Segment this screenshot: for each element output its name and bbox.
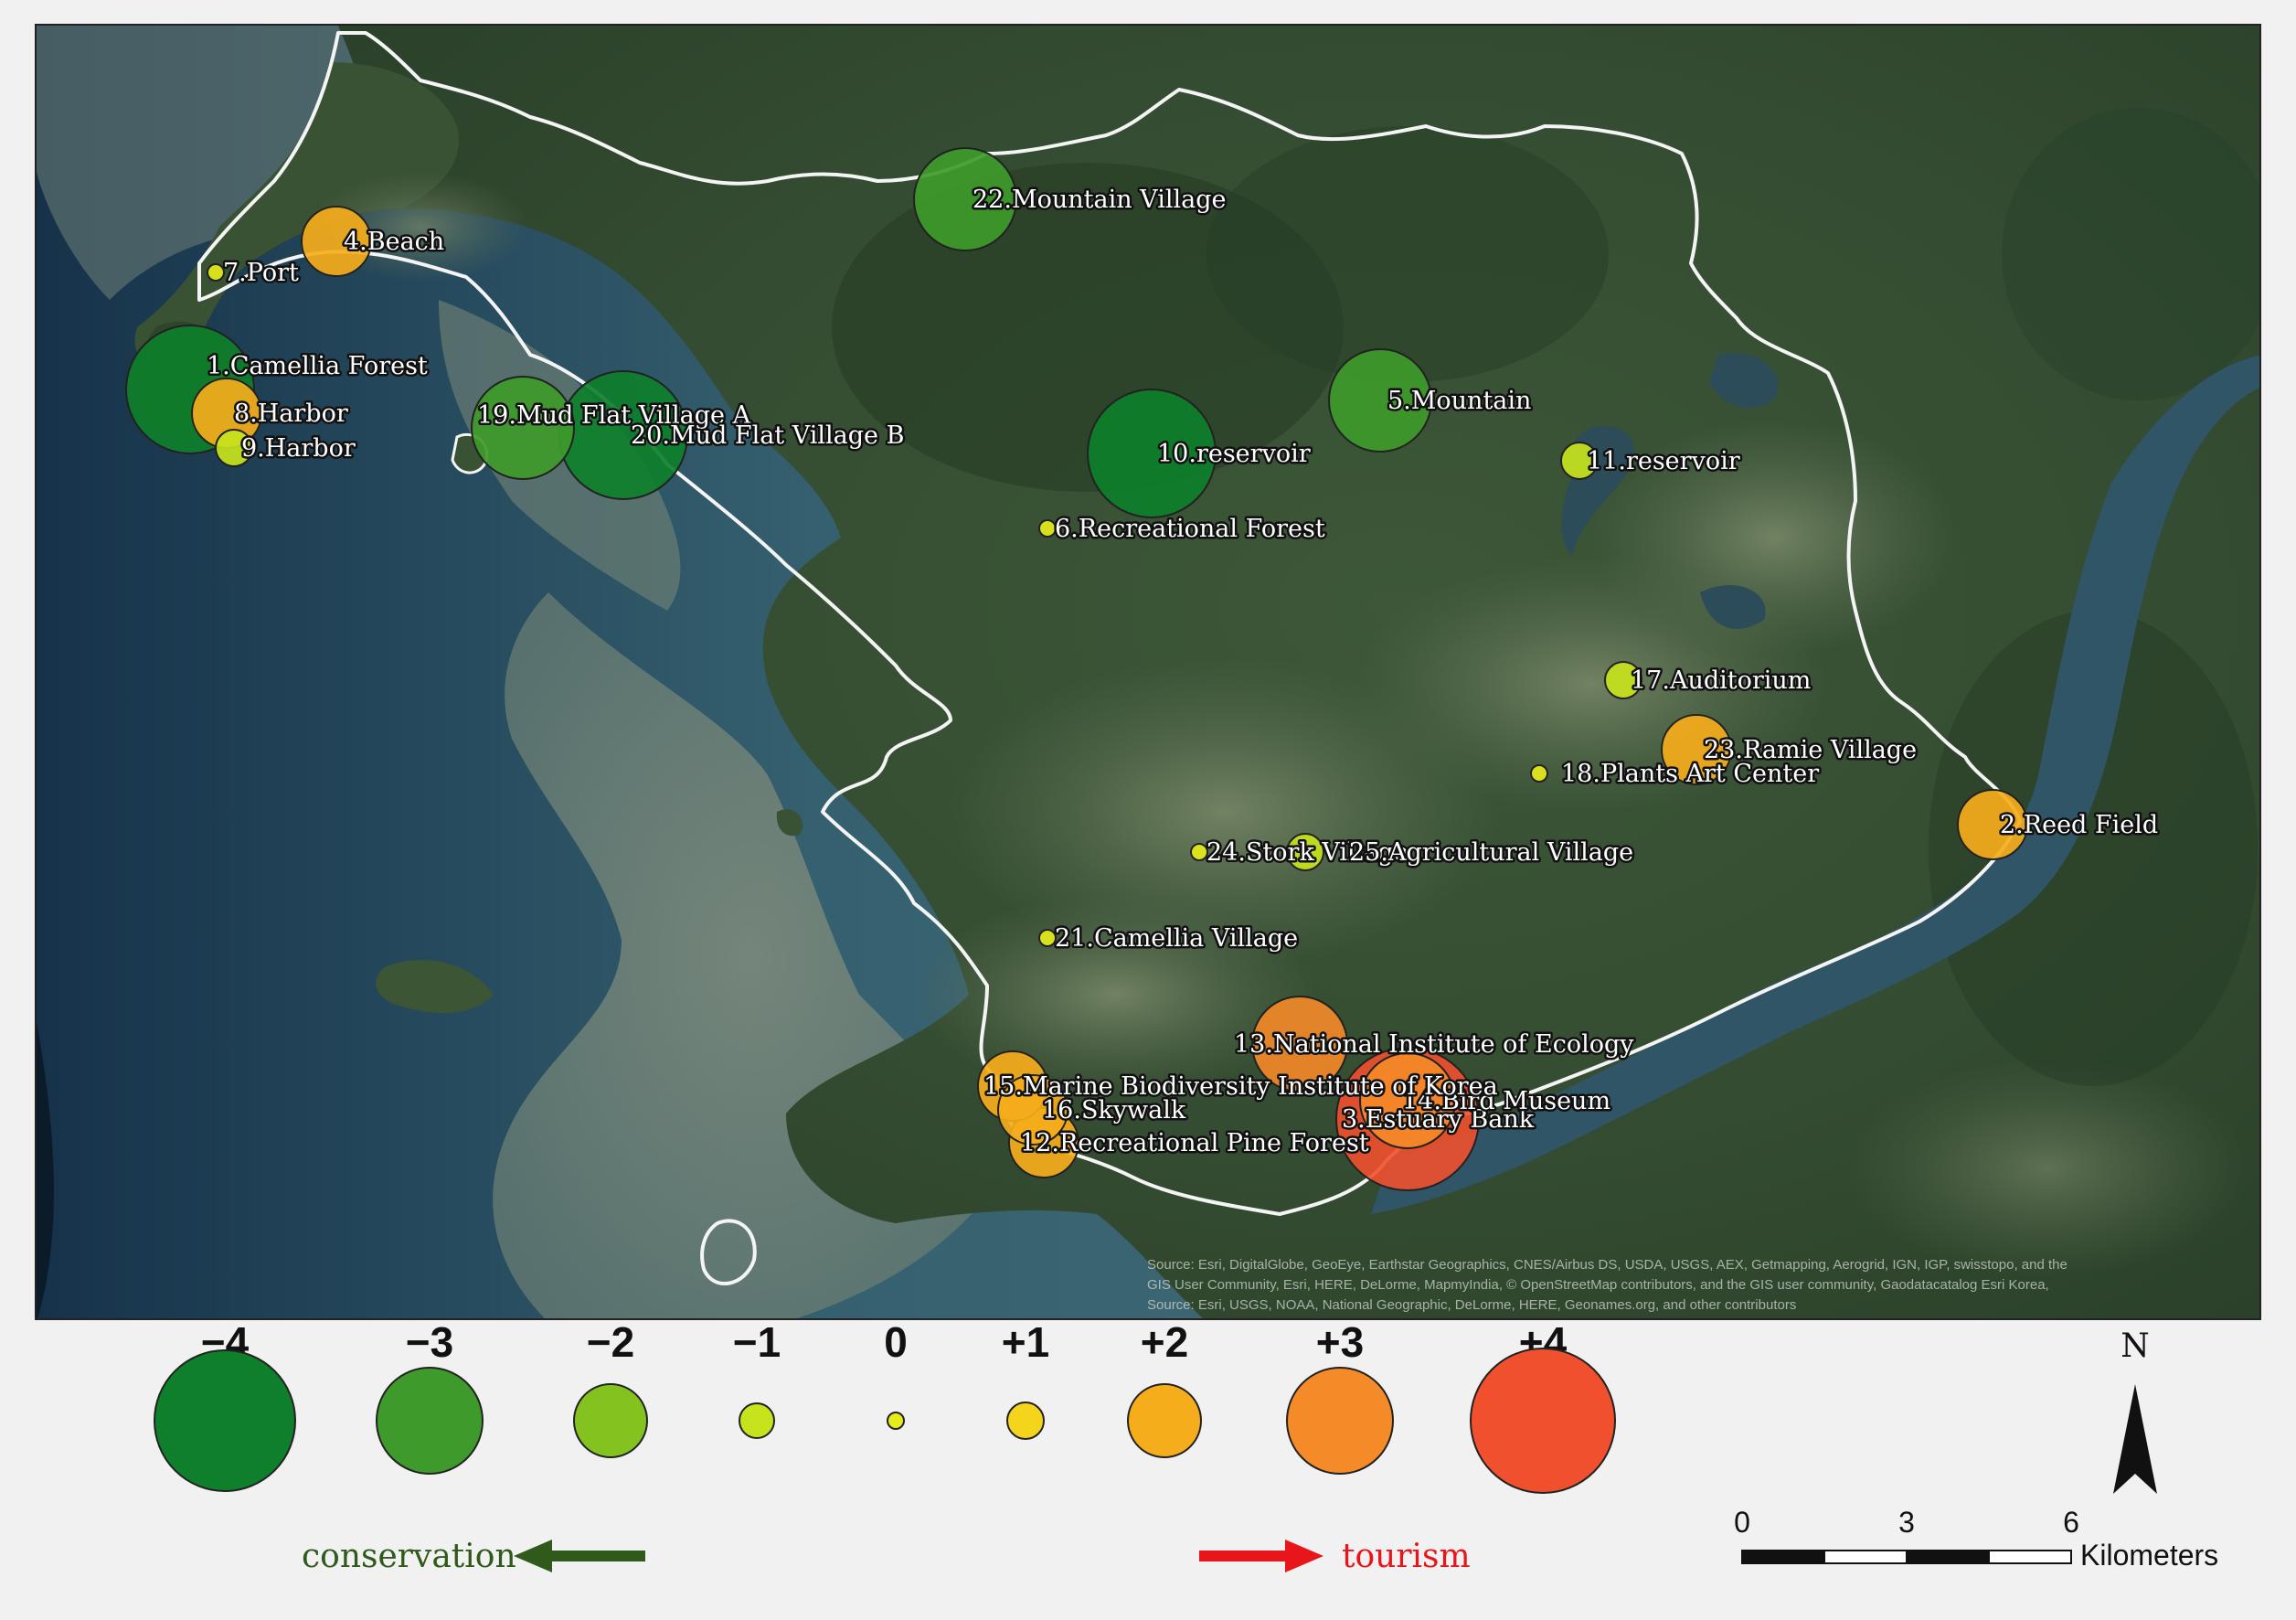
- site-label-16: 16.Skywalk: [1042, 1096, 1186, 1124]
- mountain-shade: [1206, 126, 1609, 382]
- conservation-arrow-icon: [514, 1540, 645, 1572]
- site-label-5: 5.Mountain: [1387, 387, 1531, 415]
- land: [134, 62, 459, 373]
- farmland: [1846, 1059, 2248, 1278]
- legend-circle: [887, 1412, 905, 1430]
- scale-bar: 0 3 6 Kilometers: [1734, 1506, 2218, 1572]
- legend-circle: [739, 1402, 775, 1439]
- legend-value-label: −2: [587, 1320, 634, 1366]
- site-marker-16[interactable]: [997, 1074, 1068, 1146]
- tourism-arrow-icon: [1199, 1540, 1323, 1572]
- scale-tick-label: 6: [2063, 1506, 2079, 1539]
- legend-circle: [573, 1383, 648, 1458]
- site-label-2: 2.Reed Field: [2000, 811, 2158, 839]
- site-marker-24[interactable]: [1190, 843, 1208, 861]
- site-marker-7[interactable]: [207, 263, 225, 282]
- site-label-22: 22.Mountain Village: [973, 186, 1226, 214]
- site-marker-14[interactable]: [1359, 1052, 1456, 1149]
- site-label-9: 9.Harbor: [241, 434, 356, 463]
- legend-circle: [1286, 1367, 1394, 1475]
- site-label-24: 24.Stork Village: [1206, 838, 1408, 867]
- legend-circle: [1006, 1402, 1045, 1440]
- mountain-shade: [2002, 108, 2259, 400]
- legend-value-label: +3: [1316, 1320, 1364, 1366]
- satellite-map[interactable]: Source: Esri, DigitalGlobe, GeoEye, Eart…: [37, 26, 2261, 1320]
- farmland: [951, 656, 1499, 967]
- mountain-shade: [1929, 611, 2258, 1086]
- site-label-23: 23.Ramie Village: [1704, 736, 1917, 764]
- scale-unit-label: Kilometers: [2080, 1539, 2218, 1572]
- site-markers-layer: 1.Camellia Forest 2.Reed Field 3.Estuary B…: [125, 147, 2161, 1191]
- site-marker-4[interactable]: [301, 206, 372, 277]
- site-label-11: 11.reservoir: [1587, 447, 1740, 475]
- site-label-7: 7.Port: [223, 259, 299, 287]
- scale-tick-label: 0: [1734, 1506, 1750, 1539]
- legend-circle: [1470, 1348, 1616, 1494]
- farmland: [914, 894, 1316, 1095]
- reservoir-water: [1700, 584, 1766, 629]
- site-label-10: 10.reservoir: [1157, 440, 1311, 468]
- site-marker-9[interactable]: [215, 429, 253, 467]
- legend-value-label: 0: [884, 1320, 908, 1366]
- island: [376, 959, 494, 1013]
- site-label-8: 8.Harbor: [234, 400, 348, 428]
- site-label-12: 12.Recreational Pine Forest: [1020, 1129, 1369, 1157]
- tourism-label: tourism: [1342, 1538, 1471, 1575]
- map-panel[interactable]: Source: Esri, DigitalGlobe, GeoEye, Eart…: [35, 24, 2261, 1320]
- attribution-line: Source: Esri, USGS, NOAA, National Geogr…: [1147, 1297, 1796, 1313]
- attribution-line: GIS User Community, Esri, HERE, DeLorme,…: [1147, 1277, 2049, 1293]
- site-label-13: 13.National Institute of Ecology: [1234, 1030, 1634, 1059]
- site-marker-18[interactable]: [1530, 764, 1548, 783]
- island: [776, 809, 803, 837]
- legend-value-label: +1: [1002, 1320, 1049, 1366]
- site-label-14: 14.Bird Museum: [1402, 1087, 1610, 1115]
- scale-tick-label: 3: [1898, 1506, 1915, 1539]
- farmland: [1590, 419, 1956, 656]
- site-marker-11[interactable]: [1560, 442, 1599, 480]
- attribution-line: Source: Esri, DigitalGlobe, GeoEye, Eart…: [1147, 1257, 2067, 1273]
- legend-value-label: +2: [1141, 1320, 1188, 1366]
- site-label-17: 17.Auditorium: [1631, 666, 1811, 695]
- site-label-3: 3.Estuary Bank: [1342, 1105, 1535, 1134]
- north-arrow: N: [2113, 1327, 2157, 1494]
- conservation-label: conservation: [302, 1538, 516, 1575]
- site-label-4: 4.Beach: [344, 228, 444, 256]
- north-arrow-icon: [2113, 1384, 2157, 1494]
- legend-value-label: −3: [406, 1320, 453, 1366]
- legend-value-label: −1: [733, 1320, 781, 1366]
- site-label-1: 1.Camellia Forest: [207, 352, 428, 380]
- island: [700, 1219, 757, 1285]
- site-marker-13[interactable]: [1251, 996, 1348, 1092]
- site-label-6: 6.Recreational Forest: [1055, 515, 1325, 543]
- reservoir-water: [1709, 353, 1779, 409]
- legend-circle: [376, 1367, 484, 1475]
- legend-circle: [1127, 1383, 1202, 1458]
- legend: −4 −3 −2 −1 0 +1 +2 +3 +4 conservation tourism N…: [154, 1320, 2218, 1575]
- site-marker-21[interactable]: [1038, 929, 1057, 947]
- site-label-20: 20.Mud Flat Village B: [631, 421, 904, 450]
- site-marker-23[interactable]: [1661, 714, 1732, 785]
- site-marker-19[interactable]: [471, 376, 575, 480]
- site-label-21: 21.Camellia Village: [1055, 924, 1298, 953]
- site-label-25: 25.Agricultural Village: [1349, 838, 1633, 867]
- site-marker-25[interactable]: [1286, 833, 1324, 871]
- site-marker-2[interactable]: [1957, 789, 2028, 860]
- site-marker-17[interactable]: [1604, 661, 1642, 699]
- deep-sea-edge: [37, 1022, 54, 1318]
- site-marker-6[interactable]: [1038, 519, 1057, 538]
- site-label-15: 15.Marine Biodiversity Institute of Kore…: [983, 1072, 1498, 1101]
- legend-circle: [154, 1349, 296, 1492]
- river: [1371, 355, 2259, 1214]
- north-label: N: [2121, 1327, 2150, 1365]
- site-marker-10[interactable]: [1087, 389, 1217, 518]
- legend-scale: −4 −3 −2 −1 0 +1 +2 +3 +4: [154, 1320, 1616, 1494]
- site-marker-22[interactable]: [913, 147, 1017, 251]
- site-marker-5[interactable]: [1328, 348, 1432, 453]
- site-label-18: 18.Plants Art Center: [1561, 760, 1819, 788]
- site-label-19: 19.Mud Flat Village A: [477, 401, 751, 430]
